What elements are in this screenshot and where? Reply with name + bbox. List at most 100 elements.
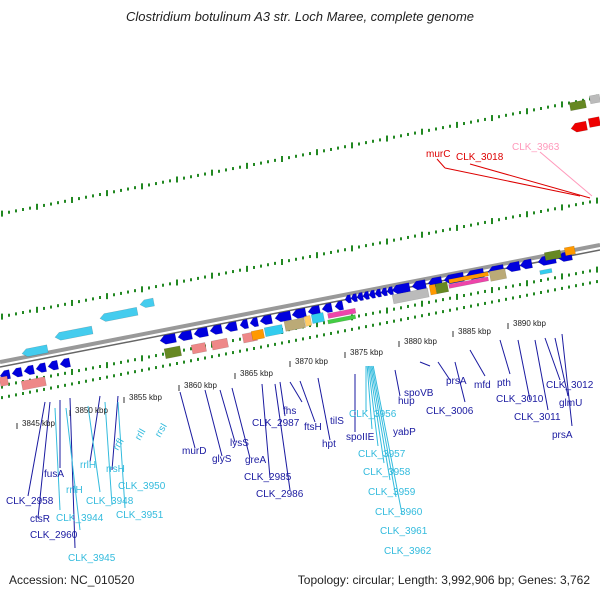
gene-label-clk3951: CLK_3951 [116,510,164,521]
reverse-gene-arrow-shape [23,364,35,376]
reverse-gene-arrow [177,329,193,342]
callout-line [469,349,486,377]
gene-box-shape [310,312,325,324]
gene-box [588,93,600,105]
gene-label-clk3011: CLK_3011 [514,412,561,423]
callout-line [394,369,401,397]
kbp-label: 3855 kbp [129,393,162,402]
reverse-gene-arrow [239,318,250,330]
topology-text: Topology: circular; Length: 3,992,906 bp… [297,573,590,587]
gene-box [448,276,489,289]
reverse-gene-arrow [519,258,533,270]
gene-label-mfd: mfd [474,380,491,391]
kbp-label: 3885 kbp [458,327,491,336]
reverse-gene-arrow-shape [159,333,177,345]
gene-label-clk3962: CLK_3962 [384,546,432,557]
gene-label-pth: pth [497,378,511,389]
gene-labels: murC CLK_3018 CLK_3963 CLK_2958 ctsR CLK_2960… [6,142,594,564]
gene-box-shape [163,345,182,360]
gene-label-glmU: glmU [559,398,582,409]
gene-box [327,307,357,319]
gene-label-prsA2: prsA [552,430,573,441]
gene-box-shape [327,314,357,325]
gene-label-clk2987: CLK_2987 [252,418,300,429]
reverse-gene-arrow-shape [47,360,59,371]
reverse-gene-arrow-shape [59,357,71,369]
gene-box [428,283,438,296]
reverse-gene-arrow [374,288,382,298]
callout-line [469,163,591,199]
gene-box-shape [20,376,47,391]
reverse-gene-arrow-shape [356,292,364,302]
callout-line [104,401,113,506]
reverse-gene-arrow [334,300,345,311]
reverse-gene-arrow [321,302,333,313]
callout-line [54,407,61,511]
gene-box [190,342,207,355]
kbp-label: 3850 kbp [75,406,108,415]
gene-label-clk3950: CLK_3950 [118,481,166,492]
reverse-gene-arrow-shape [334,300,345,311]
callout-line [179,391,196,449]
gene-box [563,245,576,257]
reverse-gene-arrow-shape [374,288,382,298]
gene-label-spoIIE: spoIIE [346,432,375,443]
reverse-gene-arrow-shape [350,293,358,303]
gene-box-shape [588,93,600,105]
gene-box [568,99,587,112]
gene-label-greA: greA [245,455,266,466]
kbp-label: 3875 kbp [350,348,383,357]
gene-label-clk3961: CLK_3961 [380,526,428,537]
gene-label-clk3006: CLK_3006 [426,406,474,417]
callout-line [117,401,126,509]
reverse-gene-arrow-shape [177,329,193,342]
reverse-gene-arrow [23,364,35,376]
kbp-label: 3890 kbp [513,319,546,328]
gene-box [448,271,489,284]
gene-box-shape [587,116,600,128]
callout-line [299,380,316,423]
callout-line [539,151,593,197]
gene-box-shape [539,268,553,275]
gene-label-hpt: hpt [322,439,336,450]
rrna-arrow [21,344,49,357]
gene-label-prsA1: prsA [446,376,467,387]
gene-box [539,268,553,275]
gene-label-clk3957: CLK_3957 [358,449,406,460]
gene-label-clk3958: CLK_3958 [363,467,411,478]
gene-box-shape [543,249,562,261]
gene-label-hup: hup [398,396,415,407]
gene-label-clk2958: CLK_2958 [6,496,54,507]
gene-features [0,93,600,391]
kbp-label: 3870 kbp [295,357,328,366]
reverse-gene-arrow-shape [321,302,333,313]
gene-box-shape [428,283,438,296]
gene-label-clk3960: CLK_3960 [375,507,423,518]
gene-label-ftsH: ftsH [304,422,322,433]
callout-line [372,365,403,515]
reverse-gene-arrow-shape [239,318,250,330]
tick-tracks [1,94,598,400]
kbp-label: 3865 kbp [240,369,273,378]
rrna-arrow-shape [99,307,139,322]
reverse-gene-arrow [274,310,292,323]
gene-box-shape [448,271,489,284]
reverse-gene-arrow [344,294,352,304]
reverse-gene-arrow [505,260,521,273]
gene-box [327,314,357,325]
reverse-gene-arrow-shape [362,290,370,300]
gene-label-murD: murD [182,446,206,457]
callout-line [231,387,251,459]
callout-line [436,158,446,169]
gene-label-clk3948: CLK_3948 [86,496,134,507]
gene-label-rrlH: rrlH [80,460,96,471]
callout-line [289,381,303,403]
gene-box-shape [263,324,284,338]
gene-label-clk3959: CLK_3959 [368,487,416,498]
gene-label-clk2960: CLK_2960 [30,530,78,541]
callout-line [37,401,51,519]
gene-box-shape [391,287,430,305]
reverse-gene-arrow-shape [35,362,47,373]
gene-box-shape [563,245,576,257]
